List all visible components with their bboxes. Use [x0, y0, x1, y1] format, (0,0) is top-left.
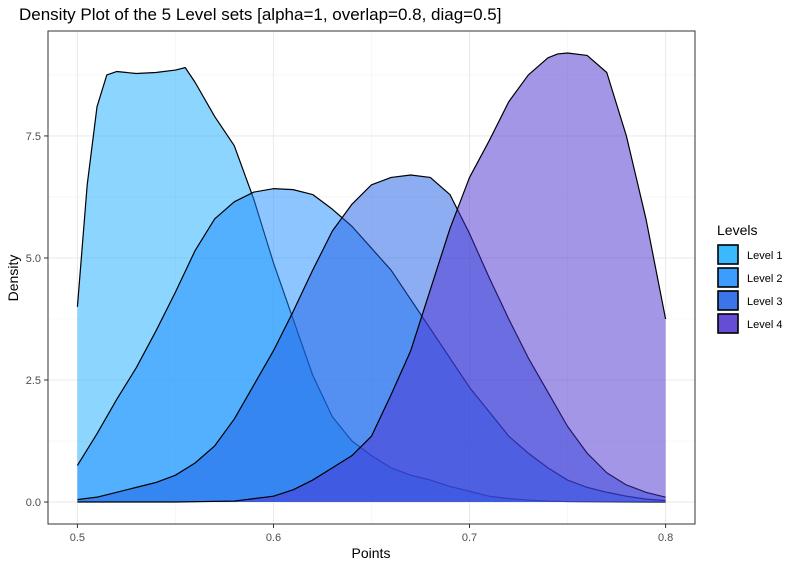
- legend: Levels Level 1 Level 2 Level 3 Level 4: [717, 222, 782, 334]
- y-tick-label-0: 0.0: [26, 497, 41, 509]
- x-tick-label-2: 0.7: [462, 532, 477, 544]
- plot-panel-border: [47, 30, 696, 525]
- y-tick-label-3: 7.5: [26, 131, 41, 143]
- axes: 0.5 0.6 0.7 0.8 0.0 2.5 5.0 7.5: [26, 131, 674, 544]
- x-tick-label-1: 0.6: [266, 532, 281, 544]
- legend-key-1: [717, 244, 739, 265]
- legend-label-2: Level 2: [747, 273, 782, 285]
- x-axis-title: Points: [352, 545, 391, 561]
- legend-key-3: [717, 290, 739, 311]
- legend-title: Levels: [717, 222, 757, 238]
- legend-label-4: Level 4: [747, 319, 782, 331]
- chart-title: Density Plot of the 5 Level sets [alpha=…: [19, 5, 501, 24]
- y-tick-label-2: 5.0: [26, 253, 41, 265]
- legend-label-3: Level 3: [747, 296, 782, 308]
- legend-key-2: [717, 267, 739, 288]
- y-tick-label-1: 2.5: [26, 375, 41, 387]
- legend-key-4: [717, 313, 739, 334]
- density-areas: [76, 52, 667, 503]
- y-axis-title: Density: [5, 255, 21, 302]
- legend-label-1: Level 1: [747, 250, 782, 262]
- density-area-4: [77, 52, 666, 503]
- x-tick-label-0: 0.5: [70, 532, 85, 544]
- density-curve-4: [77, 52, 667, 503]
- x-tick-label-3: 0.8: [658, 532, 673, 544]
